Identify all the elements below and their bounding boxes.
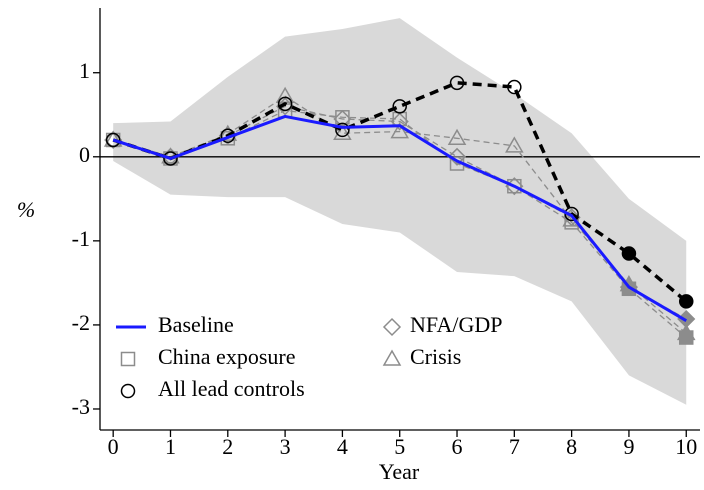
y-axis-label: % (17, 197, 35, 222)
marker (447, 128, 467, 146)
y-tick-label: -3 (72, 394, 90, 419)
legend-swatch (120, 383, 136, 399)
marker (507, 79, 522, 95)
legend-label: China exposure (158, 344, 295, 369)
legend-swatch (382, 349, 402, 366)
legend-swatch (120, 351, 136, 367)
marker (276, 97, 295, 116)
marker (676, 323, 696, 341)
marker (277, 96, 293, 112)
y-tick-label: 1 (79, 58, 90, 83)
x-tick-label: 4 (337, 434, 348, 459)
legend-label: All lead controls (158, 376, 305, 401)
x-tick-label: 3 (280, 434, 291, 459)
marker (447, 147, 467, 166)
marker (390, 112, 409, 131)
marker (105, 132, 121, 148)
legend-label: Crisis (410, 344, 461, 369)
y-tick-label: 0 (79, 142, 90, 167)
x-tick-label: 1 (165, 434, 176, 459)
series-line (112, 114, 688, 323)
marker (163, 151, 178, 166)
marker (392, 99, 407, 114)
x-tick-label: 8 (566, 434, 577, 459)
x-axis-label: Year (379, 459, 420, 484)
marker (678, 294, 694, 309)
legend-swatch (382, 317, 402, 337)
x-tick-label: 0 (108, 434, 119, 459)
marker (449, 75, 465, 91)
x-tick-label: 7 (509, 434, 520, 459)
marker (507, 178, 522, 194)
marker (505, 136, 524, 153)
marker (335, 122, 350, 138)
x-tick-label: 9 (623, 434, 634, 459)
series-line (112, 105, 687, 320)
legend-label: Baseline (158, 312, 234, 337)
x-tick-label: 5 (394, 434, 405, 459)
y-tick-label: -2 (72, 310, 90, 335)
marker (390, 122, 410, 139)
marker (333, 123, 352, 141)
x-tick-label: 6 (452, 434, 463, 459)
y-tick-label: -1 (72, 226, 90, 251)
x-tick-label: 2 (222, 434, 233, 459)
x-tick-label: 10 (675, 434, 697, 459)
legend-label: NFA/GDP (410, 312, 503, 337)
marker (621, 246, 637, 261)
